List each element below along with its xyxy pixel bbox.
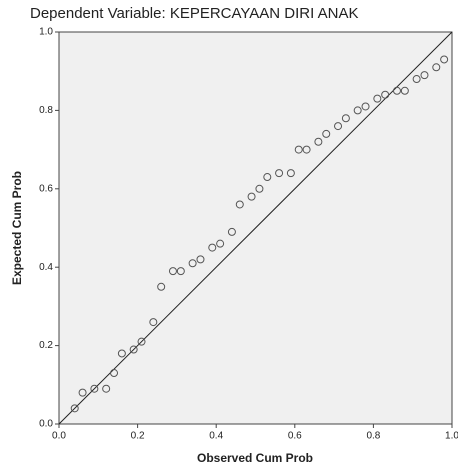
y-tick-label: 0.2 bbox=[39, 340, 53, 351]
x-tick-label: 0.0 bbox=[52, 431, 66, 442]
y-tick-label: 0.4 bbox=[39, 262, 53, 273]
x-tick-label: 0.4 bbox=[209, 431, 223, 442]
y-tick-label: 0.8 bbox=[39, 105, 53, 116]
x-axis-title: Observed Cum Prob bbox=[197, 451, 313, 465]
y-tick-label: 1.0 bbox=[39, 27, 53, 38]
chart: Dependent Variable: KEPERCAYAAN DIRI ANA… bbox=[0, 0, 458, 467]
y-tick-label: 0.0 bbox=[39, 419, 53, 430]
chart-title: Dependent Variable: KEPERCAYAAN DIRI ANA… bbox=[30, 5, 358, 22]
y-axis-title: Expected Cum Prob bbox=[10, 171, 24, 285]
x-tick-label: 0.8 bbox=[366, 431, 380, 442]
y-tick-label: 0.6 bbox=[39, 183, 53, 194]
x-tick-label: 0.2 bbox=[131, 431, 145, 442]
x-tick-label: 0.6 bbox=[288, 431, 302, 442]
x-tick-label: 1.0 bbox=[445, 431, 458, 442]
